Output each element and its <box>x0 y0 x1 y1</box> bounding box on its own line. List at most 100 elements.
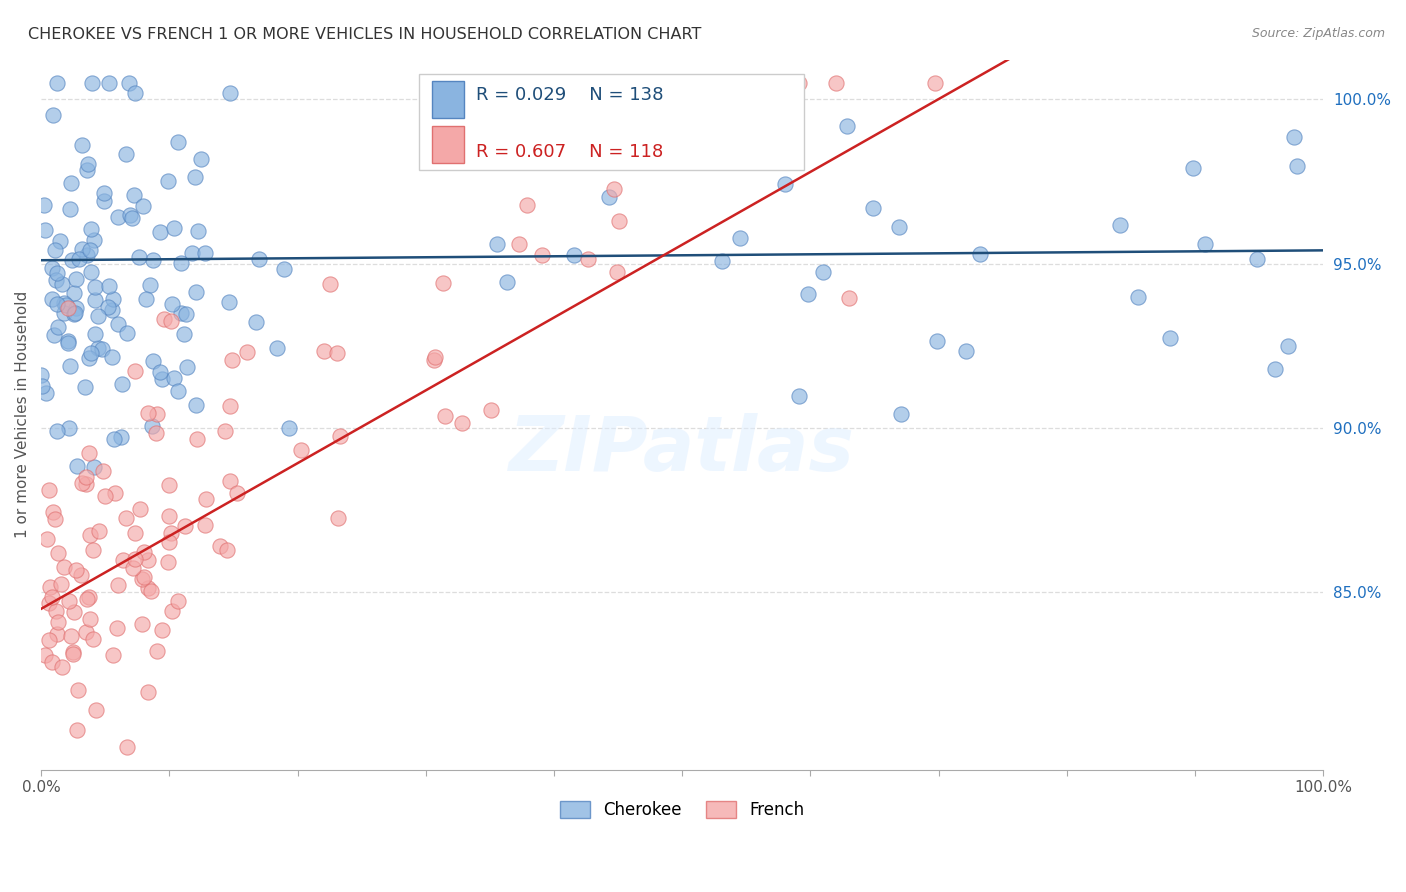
Point <box>77 590 100 604</box>
Text: R = 0.029    N = 138: R = 0.029 N = 138 <box>475 87 664 104</box>
Point <box>190 152 212 166</box>
Point <box>93 186 115 201</box>
Point <box>79 527 101 541</box>
Point <box>166 384 188 399</box>
Point <box>44 244 66 258</box>
Point <box>149 365 172 379</box>
Point <box>75 477 97 491</box>
Point <box>176 360 198 375</box>
Point <box>450 417 472 431</box>
Point <box>1277 338 1299 352</box>
Point <box>101 292 124 306</box>
Point <box>160 526 183 541</box>
FancyBboxPatch shape <box>419 74 804 169</box>
Point <box>150 372 173 386</box>
Point <box>70 476 93 491</box>
Point <box>184 285 207 299</box>
Point <box>162 604 184 618</box>
Point <box>160 314 183 328</box>
Point <box>59 177 82 191</box>
Point <box>219 474 242 488</box>
Point <box>117 76 139 90</box>
Point <box>141 419 163 434</box>
Point <box>141 253 163 268</box>
Point <box>124 86 146 100</box>
Point <box>131 573 153 587</box>
Point <box>67 252 90 266</box>
Point <box>80 264 103 278</box>
Point <box>146 643 169 657</box>
Point <box>38 483 60 498</box>
Point <box>486 237 509 252</box>
Point <box>56 301 79 315</box>
Point <box>825 76 848 90</box>
Point <box>150 623 173 637</box>
Point <box>1159 331 1181 345</box>
Point <box>38 596 60 610</box>
Point <box>65 272 87 286</box>
Point <box>38 632 60 647</box>
Point <box>66 458 89 473</box>
Point <box>606 265 628 279</box>
Point <box>290 442 312 457</box>
Point <box>97 279 120 293</box>
Point <box>422 353 444 368</box>
Point <box>62 644 84 658</box>
Point <box>157 534 180 549</box>
Point <box>101 303 124 318</box>
Point <box>34 222 56 236</box>
Point <box>124 552 146 566</box>
Point <box>79 612 101 626</box>
Point <box>114 511 136 525</box>
Point <box>107 210 129 224</box>
Point <box>136 581 159 595</box>
Text: CHEROKEE VS FRENCH 1 OR MORE VEHICLES IN HOUSEHOLD CORRELATION CHART: CHEROKEE VS FRENCH 1 OR MORE VEHICLES IN… <box>28 27 702 42</box>
Point <box>180 246 202 260</box>
Point <box>195 492 218 507</box>
Point <box>186 432 208 446</box>
Point <box>46 546 69 560</box>
Point <box>72 137 94 152</box>
Point <box>58 335 80 350</box>
Point <box>58 594 80 608</box>
Point <box>731 76 754 90</box>
Point <box>55 298 77 312</box>
Point <box>157 555 180 569</box>
Point <box>516 198 538 212</box>
Point <box>170 256 193 270</box>
Point <box>1194 237 1216 252</box>
Point <box>266 341 288 355</box>
Point <box>124 364 146 378</box>
Point <box>77 446 100 460</box>
Point <box>277 421 299 435</box>
Point <box>128 251 150 265</box>
Point <box>530 248 553 262</box>
Point <box>110 430 132 444</box>
Point <box>84 293 107 308</box>
Point <box>79 346 101 360</box>
Point <box>789 76 811 90</box>
Point <box>862 201 884 215</box>
Point <box>63 605 86 619</box>
Text: R = 0.607    N = 118: R = 0.607 N = 118 <box>475 143 664 161</box>
Point <box>432 276 454 290</box>
Point <box>136 406 159 420</box>
Point <box>139 277 162 292</box>
FancyBboxPatch shape <box>432 81 464 118</box>
Point <box>75 470 97 484</box>
Point <box>111 552 134 566</box>
Point <box>35 532 58 546</box>
Point <box>62 647 84 661</box>
Legend: Cherokee, French: Cherokee, French <box>553 794 811 826</box>
Point <box>51 577 73 591</box>
Point <box>236 344 259 359</box>
Point <box>93 194 115 208</box>
Point <box>77 351 100 366</box>
Point <box>209 539 232 553</box>
Point <box>1182 161 1205 176</box>
Point <box>219 87 242 101</box>
Point <box>83 233 105 247</box>
Point <box>562 248 585 262</box>
Point <box>508 237 530 252</box>
Point <box>79 243 101 257</box>
